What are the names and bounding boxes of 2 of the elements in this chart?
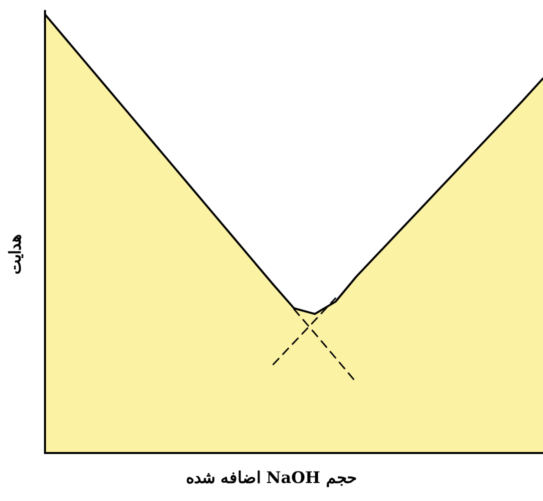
x-axis-title: حجم NaOH اضافه شده [185,468,358,487]
y-axis-title: هدایت [6,234,24,276]
